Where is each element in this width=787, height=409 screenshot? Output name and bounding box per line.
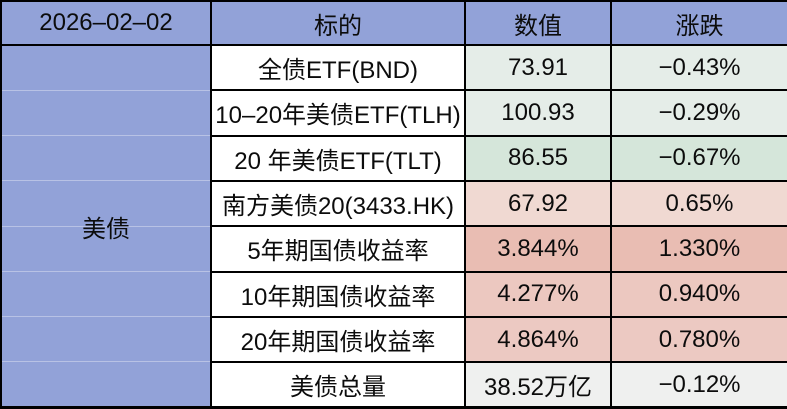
change-cell: −0.12% xyxy=(610,361,787,409)
table-row: 南方美债20(3433.HK) 67.92 0.65% xyxy=(1,179,787,228)
table-row: 10–20年美债ETF(TLH) 100.93 −0.29% xyxy=(1,89,787,137)
table-row: 20年期国债收益率 4.864% 0.780% xyxy=(1,315,787,364)
value-cell: 4.864% xyxy=(464,315,612,364)
header-row: 2026–02–02 标的 数值 涨跌 xyxy=(0,0,787,46)
change-cell: −0.67% xyxy=(610,134,787,182)
change-cell: 0.65% xyxy=(610,179,787,228)
table-row: 20 年美债ETF(TLT) 86.55 −0.67% xyxy=(1,134,787,182)
value-cell: 86.55 xyxy=(464,134,612,182)
target-cell: 南方美债20(3433.HK) xyxy=(210,179,466,228)
value-cell: 73.91 xyxy=(464,43,612,92)
value-cell: 67.92 xyxy=(464,179,612,228)
header-date: 2026–02–02 xyxy=(0,0,212,46)
value-cell: 4.277% xyxy=(464,270,612,318)
header-value: 数值 xyxy=(464,0,612,46)
group-row-dividers xyxy=(3,47,209,406)
change-cell: −0.29% xyxy=(610,89,787,137)
header-change: 涨跌 xyxy=(610,0,787,46)
table-row: 美债 全债ETF(BND) 73.91 −0.43% xyxy=(0,43,787,409)
change-cell: −0.43% xyxy=(610,43,787,92)
change-cell: 0.780% xyxy=(610,315,787,364)
target-cell: 20 年美债ETF(TLT) xyxy=(210,134,466,182)
target-cell: 全债ETF(BND) xyxy=(210,43,466,92)
target-cell: 20年期国债收益率 xyxy=(210,315,466,364)
target-cell: 美债总量 xyxy=(210,361,466,409)
value-cell: 100.93 xyxy=(464,89,612,137)
header-target: 标的 xyxy=(210,0,466,46)
target-cell: 10–20年美债ETF(TLH) xyxy=(210,89,466,137)
value-cell: 3.844% xyxy=(464,225,612,273)
target-cell: 10年期国债收益率 xyxy=(210,270,466,318)
group-cell-us-bonds: 美债 xyxy=(0,44,212,409)
change-cell: 1.330% xyxy=(610,225,787,273)
table-row: 10年期国债收益率 4.277% 0.940% xyxy=(1,270,787,318)
value-cell: 38.52万亿 xyxy=(464,361,612,409)
table-row: 美债总量 38.52万亿 −0.12% xyxy=(1,361,787,409)
group-label: 美债 xyxy=(82,215,130,243)
target-cell: 5年期国债收益率 xyxy=(210,225,466,273)
change-cell: 0.940% xyxy=(610,270,787,318)
